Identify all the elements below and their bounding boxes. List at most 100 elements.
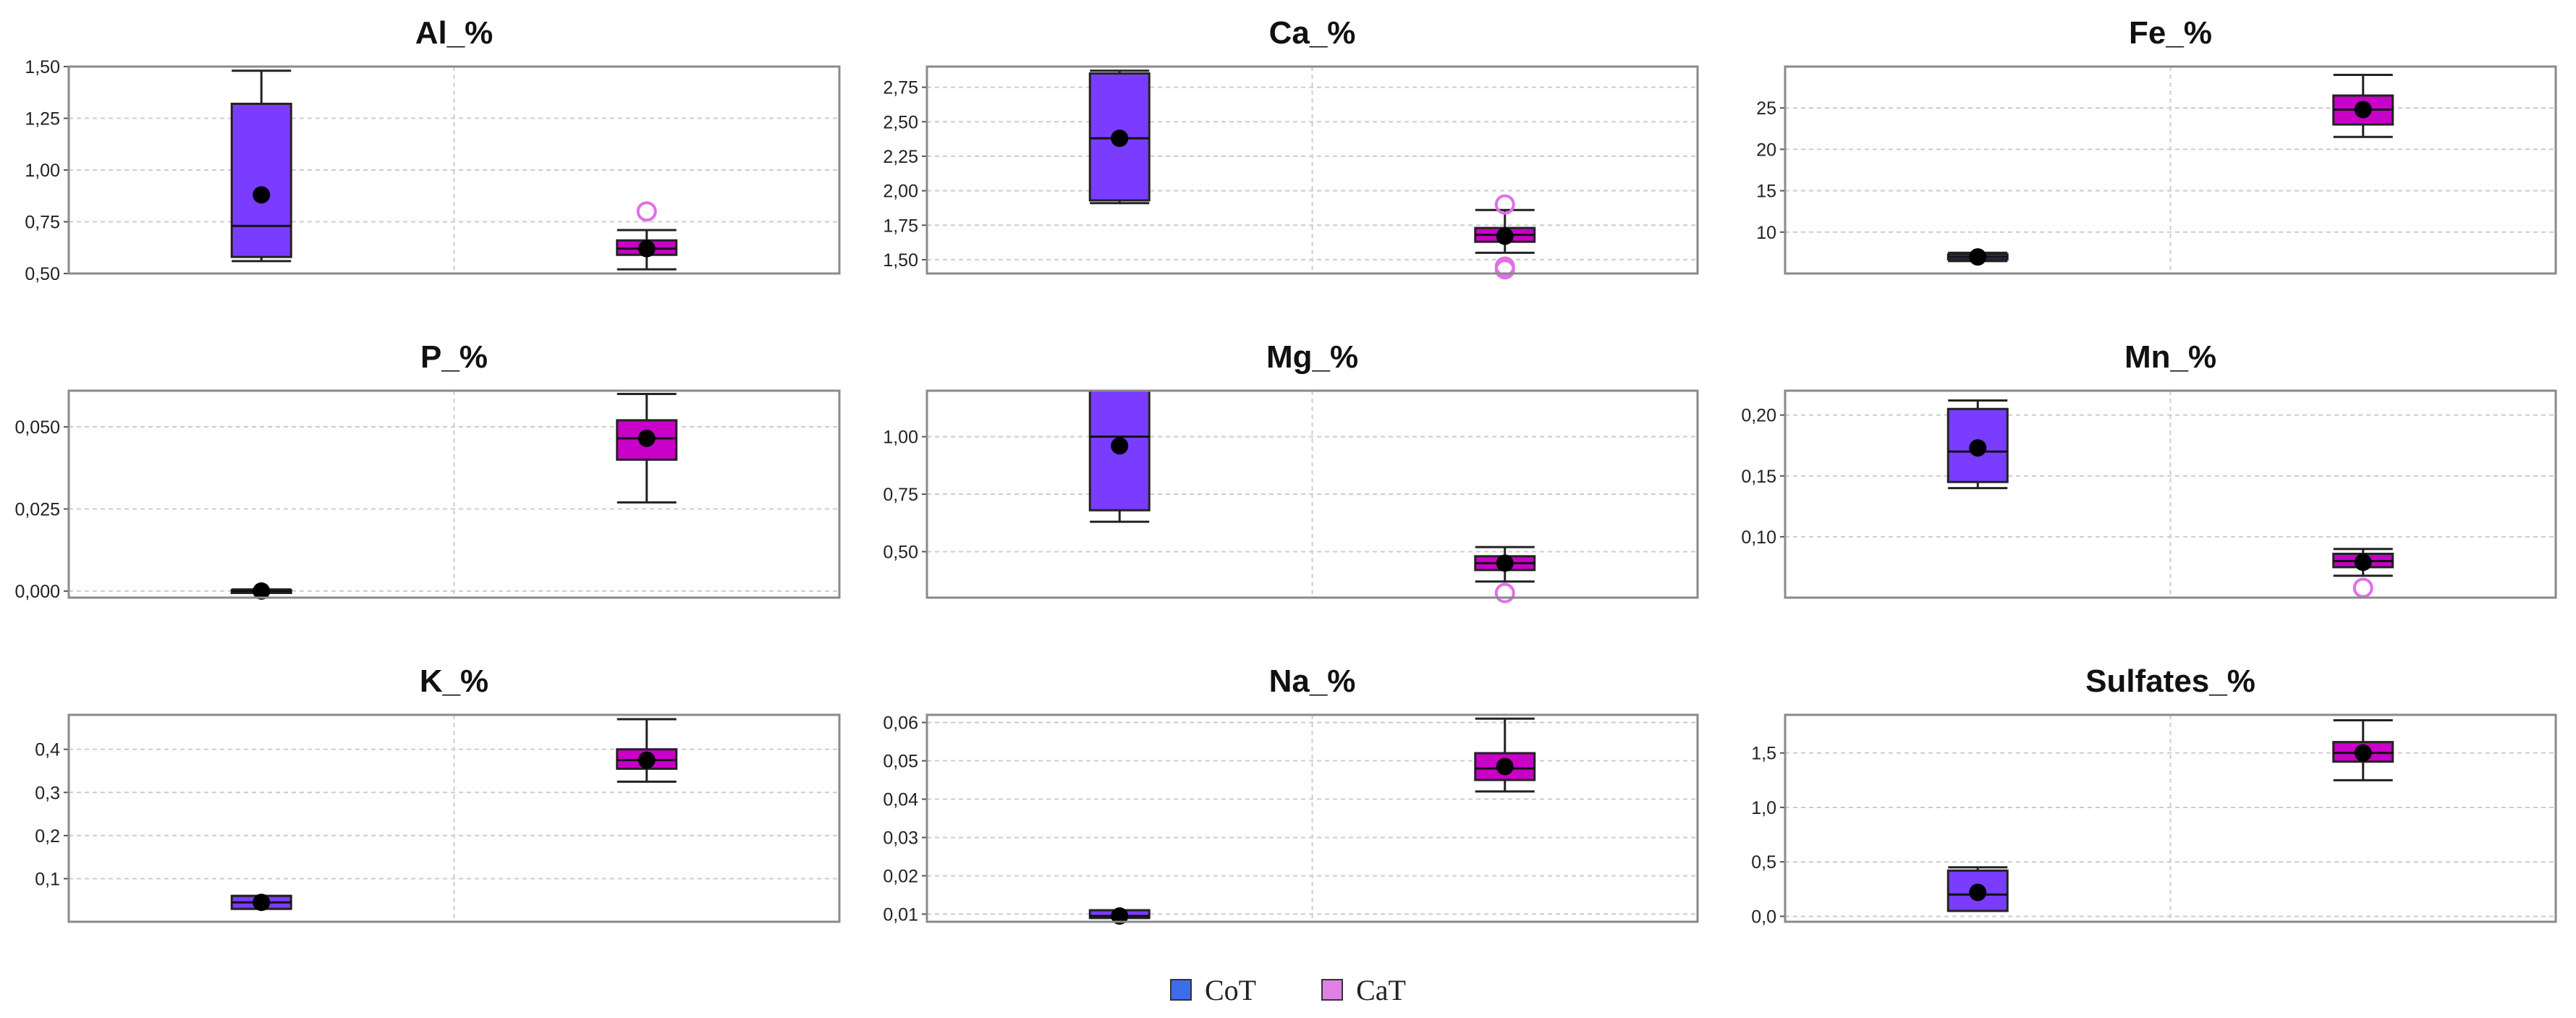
boxplot-cat: [616, 201, 678, 271]
boxplot-cat: [2332, 73, 2394, 138]
y-tick-label: 2,25: [883, 147, 918, 167]
boxplot-cot: [230, 894, 292, 912]
y-tick-label: 10: [1756, 223, 1776, 243]
panel-svg-mg: Mg_% 0,50 0,75 1,00: [883, 339, 1699, 603]
y-tick-label: 0,4: [35, 740, 60, 760]
boxplot-cot: [1946, 866, 2009, 912]
plot-frame: [925, 389, 1699, 599]
boxplot-cot: [230, 69, 292, 263]
panel-svg-ca: Ca_% 1,50 1,75 2,00 2,25 2,50 2,75: [883, 15, 1699, 280]
plot-frame: [67, 389, 841, 599]
y-tick-label: 1,75: [883, 216, 918, 236]
panel-svg-al: Al_% 0,50 0,75 1,00 1,25 1,50: [25, 15, 841, 284]
boxplot-cot: [1088, 907, 1151, 925]
mean-point: [637, 751, 656, 769]
panel-svg-sulfates: Sulfates_% 0,0 0,5 1,0 1,5: [1751, 663, 2557, 927]
y-tick-label: 1,0: [1751, 798, 1776, 818]
y-tick-label: 0,05: [883, 752, 918, 772]
panel-p: P_% 0,000 0,025 0,050: [0, 324, 858, 648]
mean-point: [1496, 758, 1514, 776]
legend-item-cat: CaT: [1321, 973, 1406, 1007]
y-tick-label: 25: [1756, 98, 1776, 119]
plot-frame: [67, 713, 841, 923]
y-tick-label: 1,00: [25, 161, 60, 181]
y-tick-label: 0,15: [1741, 467, 1776, 487]
panel-ca: Ca_% 1,50 1,75 2,00 2,25 2,50 2,75: [858, 0, 1716, 324]
y-tick-label: 0,50: [883, 542, 918, 562]
boxplot-cat: [2332, 548, 2394, 598]
panel-k: K_% 0,1 0,2 0,3 0,4: [0, 648, 858, 972]
boxplot-cat: [616, 393, 678, 504]
mean-point: [253, 582, 271, 600]
panel-title: Fe_%: [2129, 15, 2212, 51]
plot-frame: [1784, 65, 2557, 275]
y-tick-label: 1,00: [883, 428, 918, 448]
panel-title: K_%: [420, 663, 488, 699]
panel-svg-k: K_% 0,1 0,2 0,3 0,4: [35, 663, 841, 923]
mean-point: [1496, 554, 1514, 572]
boxplot-cot: [1946, 248, 2009, 266]
panel-sulfates: Sulfates_% 0,0 0,5 1,0 1,5: [1716, 648, 2575, 972]
mean-point: [1969, 248, 1987, 266]
chart-legend: CoT CaT: [0, 968, 2576, 1011]
panel-title: Ca_%: [1269, 15, 1356, 51]
mean-point: [253, 894, 271, 912]
plot-frame: [925, 713, 1699, 923]
y-tick-label: 0,1: [35, 869, 60, 889]
panel-svg-mn: Mn_% 0,10 0,15 0,20: [1741, 339, 2557, 599]
y-tick-label: 1,5: [1751, 744, 1776, 764]
mean-point: [2354, 744, 2372, 762]
outlier-point: [636, 201, 657, 222]
mean-point: [1969, 883, 1987, 902]
panel-fe: Fe_% 10 15 20 25: [1716, 0, 2575, 324]
y-tick-label: 0,0: [1751, 907, 1776, 927]
legend-item-cot: CoT: [1170, 973, 1256, 1007]
mean-point: [1111, 130, 1129, 148]
y-tick-label: 1,25: [25, 109, 60, 130]
box-iqr: [230, 102, 292, 258]
panel-svg-na: Na_% 0,01 0,02 0,03 0,04 0,05 0,06: [883, 663, 1699, 925]
y-tick-label: 0,04: [883, 790, 918, 810]
panel-title: P_%: [420, 339, 488, 375]
mean-point: [637, 239, 656, 258]
boxplot-cat: [616, 718, 678, 783]
y-tick-label: 1,50: [25, 57, 60, 77]
mean-point: [1496, 227, 1514, 245]
panel-title: Mg_%: [1266, 339, 1358, 375]
y-tick-label: 0,2: [35, 826, 60, 847]
y-tick-label: 0,000: [14, 582, 60, 602]
mean-point: [1111, 437, 1129, 455]
y-tick-label: 0,03: [883, 828, 918, 848]
y-tick-label: 0,50: [25, 264, 60, 284]
outlier-point: [1494, 259, 1515, 280]
legend-swatch-cot: [1170, 979, 1192, 1001]
boxplot-cat: [1474, 546, 1536, 603]
box-iqr: [1946, 869, 2009, 912]
boxplot-cot: [1946, 399, 2009, 490]
y-tick-label: 0,06: [883, 713, 918, 734]
y-tick-label: 15: [1756, 182, 1776, 202]
mean-point: [1969, 439, 1987, 457]
y-tick-label: 0,75: [25, 213, 60, 233]
plot-frame: [925, 65, 1699, 275]
y-tick-label: 20: [1756, 140, 1776, 160]
panel-title: Al_%: [415, 15, 493, 51]
boxplot-cat: [2332, 719, 2394, 781]
boxplot-cot: [1088, 389, 1151, 523]
outlier-point: [1494, 194, 1515, 215]
boxplot-cot: [1088, 69, 1151, 205]
panel-svg-fe: Fe_% 10 15 20 25: [1756, 15, 2557, 275]
y-tick-label: 0,3: [35, 783, 60, 803]
panel-mn: Mn_% 0,10 0,15 0,20: [1716, 324, 2575, 648]
y-tick-label: 2,75: [883, 78, 918, 98]
panel-mg: Mg_% 0,50 0,75 1,00: [858, 324, 1716, 648]
mean-point: [253, 186, 271, 204]
y-tick-label: 2,50: [883, 112, 918, 132]
legend-label-cat: CaT: [1356, 973, 1406, 1006]
y-tick-label: 0,5: [1751, 852, 1776, 873]
y-tick-label: 0,02: [883, 866, 918, 886]
boxplot-cat: [1474, 194, 1536, 280]
mean-point: [2354, 553, 2372, 572]
mean-point: [1111, 907, 1129, 925]
